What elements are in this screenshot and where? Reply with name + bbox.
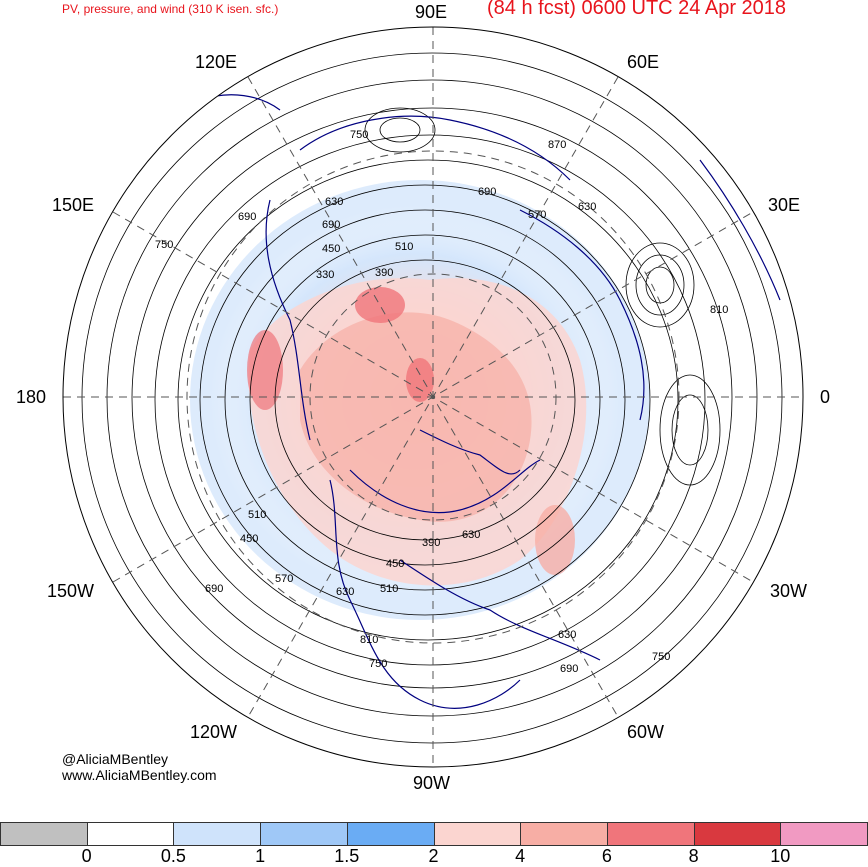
- colorbar-segment: [260, 822, 347, 846]
- colorbar-tick-label: 2: [428, 846, 439, 866]
- polar-map: 750 870 690 630 570 690 750 450 510 390 …: [62, 26, 804, 768]
- colorbar-tick-label: 8: [688, 846, 699, 866]
- lon-label-120w: 120W: [190, 722, 238, 742]
- contour-label: 750: [350, 129, 368, 141]
- pv-core-inner: [300, 312, 532, 522]
- lon-label-60w: 60W: [627, 722, 665, 742]
- contour-label: 570: [528, 209, 546, 221]
- contour-labels: 750 870 690 630 570 690 750 450 510 390 …: [155, 129, 728, 675]
- contour-label: 810: [710, 304, 728, 316]
- forecast-time: (84 h fcst) 0600 UTC 24 Apr 2018: [487, 0, 787, 19]
- contour-label: 750: [369, 658, 387, 670]
- contour-label: 690: [478, 186, 496, 198]
- contour-label: 510: [395, 241, 413, 253]
- contour-label: 870: [548, 139, 566, 151]
- contour-label: 750: [155, 239, 173, 251]
- contour-label: 690: [205, 583, 223, 595]
- contour-label: 390: [422, 537, 440, 549]
- colorbar-segment: [0, 822, 87, 846]
- contour-label: 450: [240, 533, 258, 545]
- colorbar-tick-label: 1.5: [334, 846, 360, 866]
- contour-label: 810: [360, 634, 378, 646]
- lon-label-30w: 30W: [770, 581, 808, 601]
- colorbar-segment: [173, 822, 261, 846]
- pv-max-4: [535, 505, 575, 575]
- colorbar-tick-label: 0.5: [160, 846, 186, 866]
- lon-label-90e: 90E: [415, 2, 448, 22]
- contour-label: 630: [462, 529, 480, 541]
- colorbar-segment: [780, 822, 868, 846]
- pv-max-1: [355, 287, 405, 323]
- colorbar-segment: [606, 822, 694, 846]
- lon-label-150e: 150E: [52, 195, 95, 215]
- contour-label: 750: [652, 651, 670, 663]
- contour-label: 690: [238, 211, 256, 223]
- pv-max-2: [406, 358, 434, 402]
- credit-website: www.AliciaMBentley.com: [62, 767, 217, 783]
- contour-label: 330: [316, 269, 334, 281]
- pv-colorbar: [0, 822, 868, 846]
- colorbar-segment: [520, 822, 607, 846]
- lon-label-0: 0: [820, 387, 831, 407]
- colorbar-tick-label: 0: [81, 846, 92, 866]
- graticule: [63, 27, 803, 767]
- contour-label: 510: [380, 583, 398, 595]
- colorbar-tick-label: 1: [255, 846, 266, 866]
- pv-max-3: [247, 330, 283, 410]
- map-title: PV, pressure, and wind (310 K isen. sfc.…: [62, 2, 279, 16]
- pressure-contours: [81, 52, 783, 744]
- colorbar-segment: [86, 822, 174, 846]
- contour-label: 630: [558, 629, 576, 641]
- map-boundary: [62, 26, 804, 768]
- lon-label-90w: 90W: [413, 773, 451, 793]
- contour-label: 630: [578, 201, 596, 213]
- contour-label: 510: [248, 509, 266, 521]
- contour-label: 690: [560, 663, 578, 675]
- lon-label-120e: 120E: [195, 52, 238, 72]
- credit-twitter: @AliciaMBentley: [62, 751, 169, 767]
- lon-label-150w: 150W: [47, 581, 95, 601]
- lon-label-30e: 30E: [768, 195, 801, 215]
- contour-label: 450: [386, 558, 404, 570]
- colorbar-segment: [433, 822, 521, 846]
- lon-label-180: 180: [16, 387, 47, 407]
- contour-label: 570: [275, 573, 293, 585]
- contour-label: 630: [325, 196, 343, 208]
- colorbar-segment: [346, 822, 434, 846]
- coastlines: [199, 94, 781, 709]
- contour-label: 630: [336, 586, 354, 598]
- colorbar-segment: [693, 822, 781, 846]
- contour-label: 450: [322, 243, 340, 255]
- contour-label: 690: [322, 219, 340, 231]
- colorbar-tick-label: 4: [515, 846, 526, 866]
- colorbar-tick-label: 6: [601, 846, 612, 866]
- lon-label-60e: 60E: [627, 52, 660, 72]
- contour-label: 390: [375, 267, 393, 279]
- colorbar-tick-label: 10: [770, 846, 791, 866]
